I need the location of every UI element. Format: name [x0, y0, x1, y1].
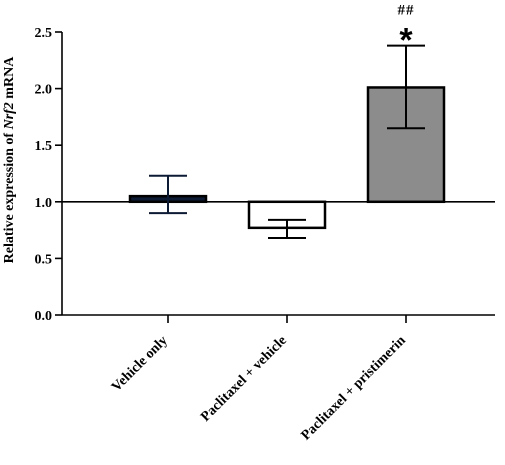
y-tick-label: 1.5 [35, 139, 53, 154]
y-tick-label: 2.5 [35, 26, 53, 41]
y-tick-label: 2.0 [35, 83, 53, 98]
x-tick-label: Paclitaxel + vehicle [198, 333, 290, 425]
hash-annotation: ## [398, 3, 415, 19]
error-bars [149, 44, 425, 240]
y-tick-label: 0.5 [35, 252, 53, 267]
y-axis-label: Relative expression of Nrf2 mRNA [2, 56, 17, 264]
significance-annotations: ## * [398, 3, 415, 60]
x-tick-label: Vehicle only [109, 333, 171, 395]
x-tick-label: Paclitaxel + pristimerin [299, 333, 409, 443]
y-tick-label: 1.0 [35, 196, 53, 211]
star-annotation: * [399, 22, 413, 60]
bars [128, 86, 446, 230]
y-axis-label-prefix: Relative expression of [2, 129, 17, 263]
y-axis-label-gene: Nrf2 [2, 102, 17, 130]
y-axis-label-suffix: mRNA [2, 56, 17, 102]
x-axis: Vehicle only Paclitaxel + vehicle Paclitax… [62, 314, 495, 443]
y-axis: 0.0 0.5 1.0 1.5 2.0 2.5 [35, 26, 63, 324]
y-tick-label: 0.0 [35, 309, 53, 324]
